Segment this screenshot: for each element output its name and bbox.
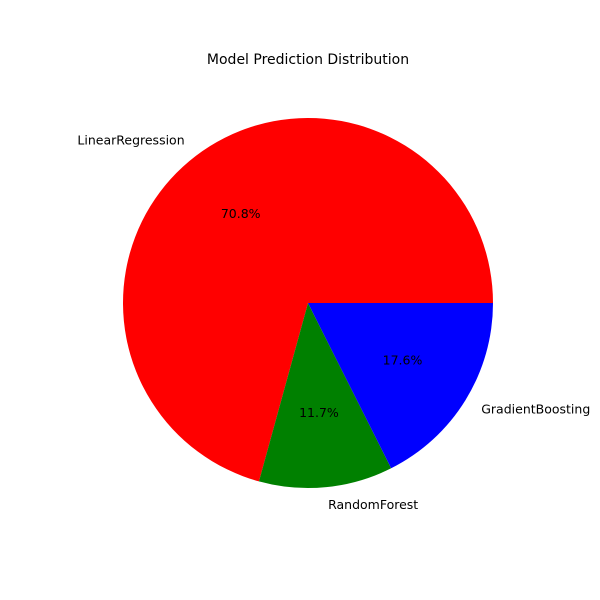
pie-percent-gradientboosting: 17.6% [383, 353, 423, 368]
pie-slices [123, 118, 493, 488]
pie-label-gradientboosting: GradientBoosting [481, 401, 590, 416]
pie-label-linearregression: LinearRegression [77, 133, 184, 148]
pie-label-randomforest: RandomForest [328, 497, 418, 512]
pie-percent-linearregression: 70.8% [221, 206, 261, 221]
chart-title: Model Prediction Distribution [207, 52, 409, 68]
pie-percent-randomforest: 11.7% [299, 405, 339, 420]
